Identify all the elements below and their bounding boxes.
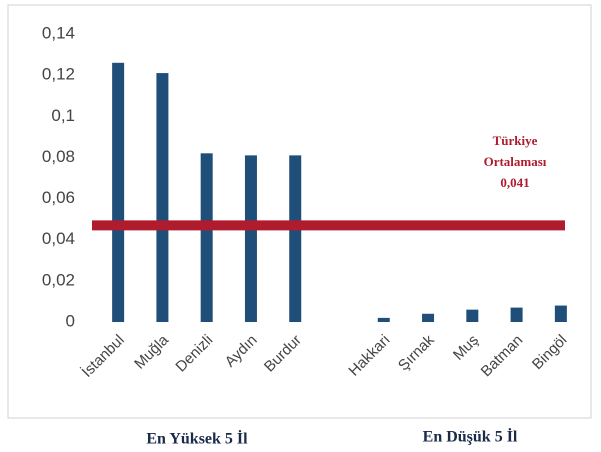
bar: [244, 155, 257, 322]
group-label: En Yüksek 5 İl: [146, 429, 248, 448]
bar: [289, 155, 302, 322]
y-tick-label: 0,04: [42, 229, 75, 248]
y-tick-label: 0,12: [42, 65, 75, 84]
group-label: En Düşük 5 İl: [423, 427, 518, 446]
y-tick-label: 0,14: [42, 23, 75, 42]
annotation: 0,041: [500, 175, 529, 190]
bar: [422, 313, 435, 322]
bar: [377, 317, 390, 322]
y-tick-label: 0,08: [42, 147, 75, 166]
bar: [156, 73, 169, 322]
bar: [200, 153, 213, 322]
bar: [554, 305, 567, 322]
y-tick-label: 0,06: [42, 188, 75, 207]
bar: [510, 307, 523, 322]
bar: [466, 309, 479, 322]
annotation: Ortalaması: [484, 154, 547, 169]
y-tick-label: 0,1: [51, 106, 75, 125]
bar: [112, 62, 125, 323]
y-tick-label: 0,02: [42, 270, 75, 289]
y-tick-label: 0: [66, 311, 75, 330]
annotation: Türkiye: [493, 133, 538, 148]
